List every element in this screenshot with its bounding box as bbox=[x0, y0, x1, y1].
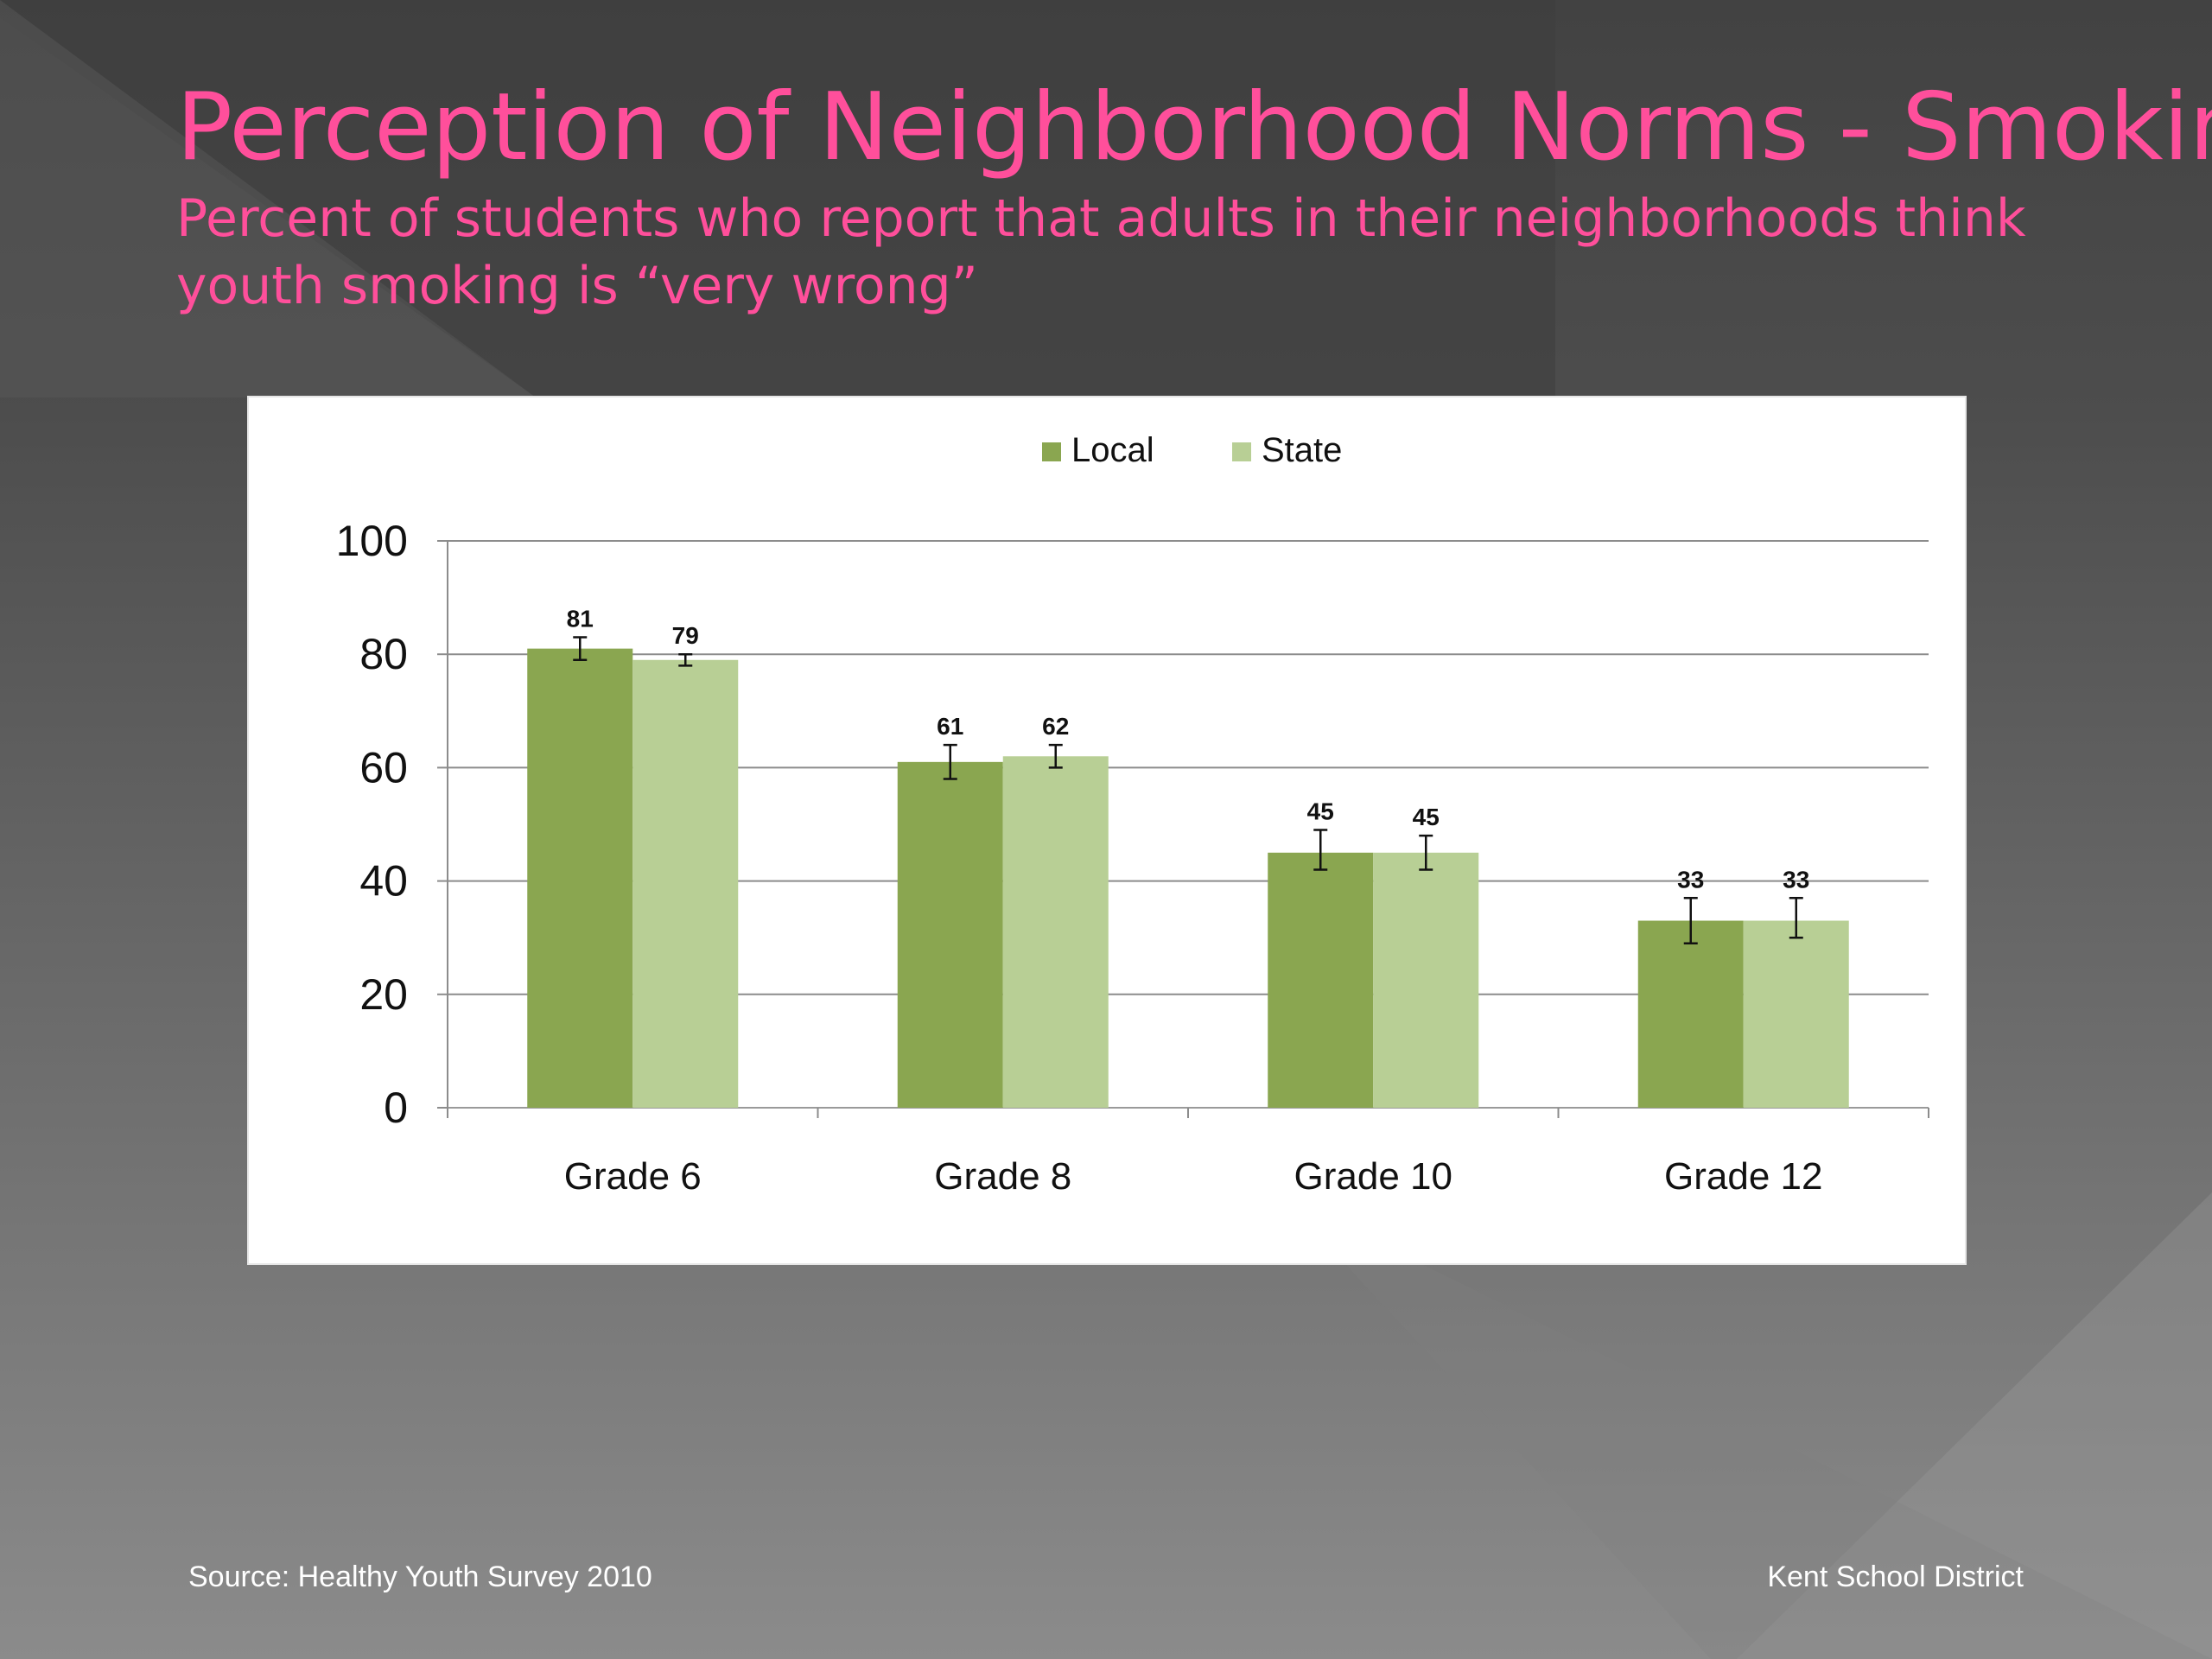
bar-state bbox=[1002, 756, 1109, 1108]
bar-local bbox=[1637, 920, 1744, 1108]
y-tick-label: 100 bbox=[336, 517, 408, 565]
organization-name: Kent School District bbox=[1767, 1560, 2024, 1593]
corner-triangle-shape bbox=[1737, 1192, 2212, 1659]
x-category-label: Grade 12 bbox=[1664, 1155, 1822, 1198]
bar-chart: 0 20 40 60 80 100 81 79 Grade 6 61 62 Grade 8 45 45 Gr… bbox=[336, 431, 1929, 1198]
data-label: 33 bbox=[1783, 866, 1809, 893]
bottom-triangle-shape bbox=[1279, 1192, 2212, 1659]
legend-label-local: Local bbox=[1071, 431, 1154, 469]
data-label: 61 bbox=[937, 713, 963, 740]
bar-local bbox=[527, 648, 633, 1108]
dark-triangle-shape bbox=[0, 0, 1555, 397]
data-label: 45 bbox=[1307, 798, 1334, 825]
chart-panel: 0 20 40 60 80 100 81 79 Grade 6 61 62 Grade 8 45 45 Gr… bbox=[247, 396, 1967, 1265]
y-tick-label: 60 bbox=[359, 743, 408, 791]
data-label: 79 bbox=[672, 622, 699, 649]
y-tick-label: 20 bbox=[359, 970, 408, 1019]
y-tick-label: 80 bbox=[359, 630, 408, 678]
x-category-label: Grade 8 bbox=[934, 1155, 1071, 1198]
bar-local bbox=[897, 761, 1003, 1108]
y-tick-label: 40 bbox=[359, 857, 408, 906]
light-triangle-shape bbox=[0, 0, 536, 397]
y-tick-label: 0 bbox=[384, 1084, 408, 1132]
bar-state bbox=[1373, 852, 1479, 1108]
slide-subtitle: Percent of students who report that adul… bbox=[176, 188, 2026, 316]
data-label: 62 bbox=[1042, 713, 1069, 740]
x-category-label: Grade 6 bbox=[564, 1155, 702, 1198]
data-label: 45 bbox=[1413, 804, 1440, 830]
legend-swatch-state bbox=[1232, 442, 1251, 461]
bar-local bbox=[1268, 852, 1374, 1108]
x-category-label: Grade 10 bbox=[1294, 1155, 1452, 1198]
source-note: Source: Healthy Youth Survey 2010 bbox=[188, 1560, 652, 1593]
data-label: 81 bbox=[567, 606, 594, 632]
bar-state bbox=[1743, 920, 1849, 1108]
slide-title: Perception of Neighborhood Norms - Smoki… bbox=[176, 73, 2212, 181]
data-label: 33 bbox=[1677, 866, 1704, 893]
legend-label-state: State bbox=[1262, 431, 1342, 469]
legend-swatch-local bbox=[1042, 442, 1061, 461]
bar-state bbox=[632, 659, 739, 1108]
